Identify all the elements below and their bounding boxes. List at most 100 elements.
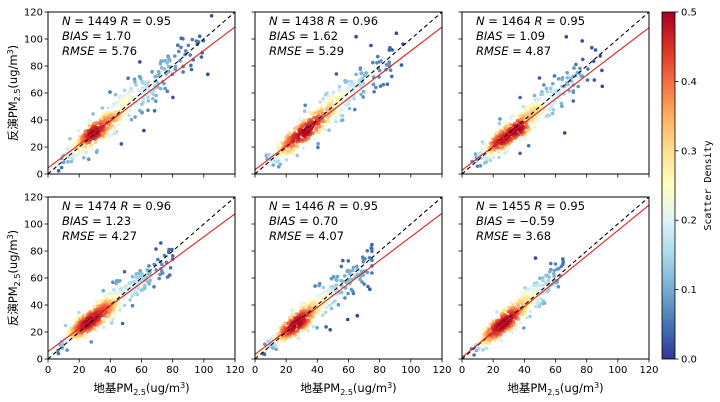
data-point (344, 103, 348, 107)
data-point (329, 306, 334, 311)
data-point (571, 89, 576, 93)
data-point (335, 274, 340, 279)
data-point (346, 259, 351, 263)
stat-n-r: N = 1464 R = 0.95 (476, 14, 585, 28)
y-tick-label: 120 (24, 8, 43, 19)
data-point (120, 321, 125, 326)
data-point (532, 291, 536, 295)
data-point (288, 315, 292, 320)
data-point (510, 330, 514, 335)
data-point (112, 288, 116, 292)
plot-area (255, 197, 442, 359)
data-point (327, 114, 331, 118)
data-point (575, 71, 580, 75)
data-point (306, 135, 311, 140)
data-point (498, 117, 502, 121)
data-point (488, 158, 493, 163)
data-point (140, 85, 145, 90)
data-point (491, 155, 496, 160)
fit-line (48, 213, 235, 353)
x-tick-label: 100 (401, 365, 420, 376)
data-point (528, 309, 533, 314)
data-point (91, 112, 95, 116)
data-point (138, 60, 142, 64)
data-point (152, 285, 156, 289)
data-point (306, 329, 311, 333)
data-point (327, 128, 331, 132)
data-point (377, 60, 382, 64)
data-point (567, 89, 571, 93)
data-point (328, 303, 332, 308)
colorbar-tick-label: 0.1 (681, 285, 697, 296)
data-point (348, 272, 352, 276)
data-point (114, 101, 119, 105)
stat-rmse: RMSE = 5.76 (62, 44, 137, 58)
data-point (165, 61, 169, 65)
data-point (334, 115, 338, 120)
data-point (122, 269, 127, 274)
data-point (328, 328, 333, 332)
stat-rmse: RMSE = 4.07 (269, 229, 344, 243)
data-point (307, 313, 312, 318)
stat-n-r: N = 1474 R = 0.96 (62, 199, 171, 213)
data-point (542, 83, 546, 87)
data-point (311, 324, 316, 329)
data-point (500, 144, 505, 149)
data-point (481, 348, 485, 352)
data-point (138, 76, 143, 81)
data-point (531, 287, 536, 292)
data-point (307, 109, 312, 114)
stat-n-r: N = 1438 R = 0.96 (269, 14, 378, 28)
data-point (146, 95, 150, 99)
data-point (351, 89, 356, 93)
data-point (296, 119, 301, 123)
data-point (271, 346, 275, 350)
data-point (586, 67, 590, 71)
data-point (161, 59, 165, 63)
x-tick-label: 80 (166, 365, 179, 376)
y-axis-label-1: 反演PM2.5(ug/m3) (6, 45, 22, 141)
data-point (481, 327, 486, 332)
x-tick-label: 0 (45, 365, 51, 376)
data-point (355, 313, 360, 318)
data-point (324, 107, 329, 112)
data-point (320, 124, 325, 129)
data-point (168, 266, 173, 270)
one-to-one-line (255, 197, 442, 359)
one-to-one-line (462, 197, 649, 359)
data-point (390, 48, 395, 52)
data-point (539, 297, 543, 301)
data-point (118, 308, 122, 312)
data-point (534, 280, 539, 285)
data-point (325, 305, 329, 310)
y-tick-label: 100 (24, 220, 43, 231)
data-point (474, 348, 479, 353)
data-point (533, 256, 538, 260)
y-axis-labels: 反演PM2.5(ug/m3) 反演PM2.5(ug/m3) (6, 45, 22, 326)
data-point (109, 321, 114, 325)
data-point (165, 275, 170, 279)
data-point (274, 155, 279, 160)
data-point (165, 89, 170, 94)
y-tick-label: 80 (30, 247, 43, 258)
data-point (535, 118, 539, 122)
colorbar-tick-label: 0.5 (681, 8, 697, 19)
x-tick-label: 0 (252, 365, 258, 376)
x-tick-label: 20 (73, 365, 86, 376)
data-point (349, 79, 354, 84)
one-to-one-line (48, 197, 235, 359)
data-point (581, 57, 585, 62)
data-point (61, 160, 66, 165)
data-point (110, 105, 114, 110)
data-point (494, 129, 498, 134)
data-point (363, 257, 367, 261)
data-point (166, 69, 171, 74)
data-point (148, 278, 152, 283)
stat-rmse: RMSE = 4.87 (476, 44, 551, 58)
data-point (354, 264, 359, 269)
data-point (154, 93, 158, 98)
data-point (477, 346, 481, 351)
data-point (360, 280, 364, 284)
data-point (197, 34, 202, 38)
